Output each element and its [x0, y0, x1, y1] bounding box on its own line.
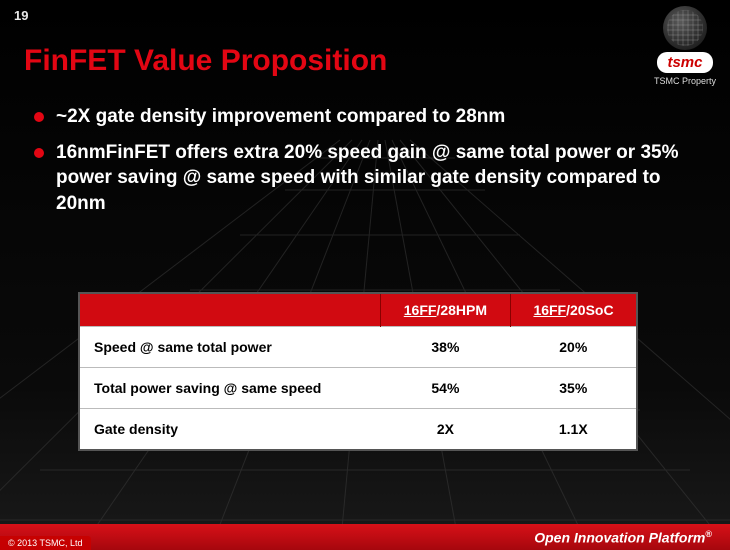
table-row: Gate density 2X 1.1X — [80, 409, 636, 450]
footer-tagline: Open Innovation Platform® — [534, 529, 712, 546]
logo-text: tsmc — [657, 52, 712, 73]
footer-bar: Open Innovation Platform® — [0, 524, 730, 550]
row-value: 54% — [380, 368, 510, 409]
perspective-grid — [0, 0, 730, 550]
bullet-list: ~2X gate density improvement compared to… — [34, 104, 690, 227]
table-row: Speed @ same total power 38% 20% — [80, 327, 636, 368]
comparison-table: 16FF/28HPM 16FF/20SoC Speed @ same total… — [78, 292, 638, 451]
copyright: © 2013 TSMC, Ltd — [0, 536, 91, 550]
row-label: Total power saving @ same speed — [80, 368, 380, 409]
wafer-icon — [663, 6, 707, 50]
table-header-col2: 16FF/20SoC — [511, 294, 636, 327]
logo: tsmc TSMC Property — [654, 6, 716, 86]
page-title: FinFET Value Proposition — [24, 44, 387, 78]
row-value: 20% — [511, 327, 636, 368]
row-value: 1.1X — [511, 409, 636, 450]
page-number: 19 — [14, 8, 28, 23]
bullet-text: 16nmFinFET offers extra 20% speed gain @… — [56, 140, 690, 217]
list-item: ~2X gate density improvement compared to… — [34, 104, 690, 130]
logo-property: TSMC Property — [654, 76, 716, 86]
bullet-icon — [34, 148, 44, 158]
table-row: Total power saving @ same speed 54% 35% — [80, 368, 636, 409]
table-header-col1: 16FF/28HPM — [380, 294, 510, 327]
row-value: 38% — [380, 327, 510, 368]
row-value: 2X — [380, 409, 510, 450]
row-value: 35% — [511, 368, 636, 409]
bullet-text: ~2X gate density improvement compared to… — [56, 104, 505, 130]
row-label: Speed @ same total power — [80, 327, 380, 368]
list-item: 16nmFinFET offers extra 20% speed gain @… — [34, 140, 690, 217]
bullet-icon — [34, 112, 44, 122]
table-header-empty — [80, 294, 380, 327]
row-label: Gate density — [80, 409, 380, 450]
